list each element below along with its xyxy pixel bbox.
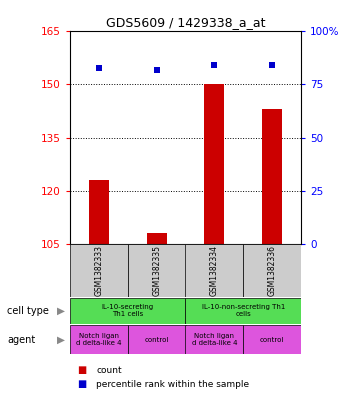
Bar bbox=[128, 325, 186, 354]
Bar bbox=[147, 233, 167, 244]
Text: Notch ligan
d delta-like 4: Notch ligan d delta-like 4 bbox=[76, 333, 122, 346]
Bar bbox=[262, 109, 282, 244]
Text: ■: ■ bbox=[77, 365, 86, 375]
Title: GDS5609 / 1429338_a_at: GDS5609 / 1429338_a_at bbox=[106, 16, 265, 29]
Bar bbox=[186, 244, 243, 297]
Text: count: count bbox=[96, 366, 122, 375]
Text: ▶: ▶ bbox=[57, 334, 65, 345]
Text: IL-10-non-secreting Th1
cells: IL-10-non-secreting Th1 cells bbox=[202, 304, 285, 318]
Text: control: control bbox=[145, 336, 169, 343]
Text: control: control bbox=[260, 336, 284, 343]
Text: GSM1382335: GSM1382335 bbox=[152, 245, 161, 296]
Text: cell type: cell type bbox=[7, 306, 49, 316]
Text: percentile rank within the sample: percentile rank within the sample bbox=[96, 380, 249, 389]
Text: IL-10-secreting
Th1 cells: IL-10-secreting Th1 cells bbox=[102, 304, 154, 318]
Bar bbox=[128, 244, 186, 297]
Bar bbox=[70, 325, 128, 354]
Text: GSM1382334: GSM1382334 bbox=[210, 245, 219, 296]
Text: GSM1382333: GSM1382333 bbox=[94, 245, 103, 296]
Text: GSM1382336: GSM1382336 bbox=[268, 245, 276, 296]
Text: ▶: ▶ bbox=[57, 306, 65, 316]
Text: agent: agent bbox=[7, 334, 35, 345]
Bar bbox=[243, 244, 301, 297]
Text: Notch ligan
d delta-like 4: Notch ligan d delta-like 4 bbox=[191, 333, 237, 346]
Bar bbox=[70, 298, 186, 324]
Text: ■: ■ bbox=[77, 379, 86, 389]
Bar bbox=[186, 325, 243, 354]
Bar bbox=[89, 180, 109, 244]
Bar bbox=[70, 244, 128, 297]
Bar bbox=[243, 325, 301, 354]
Bar bbox=[186, 298, 301, 324]
Bar bbox=[204, 84, 224, 244]
